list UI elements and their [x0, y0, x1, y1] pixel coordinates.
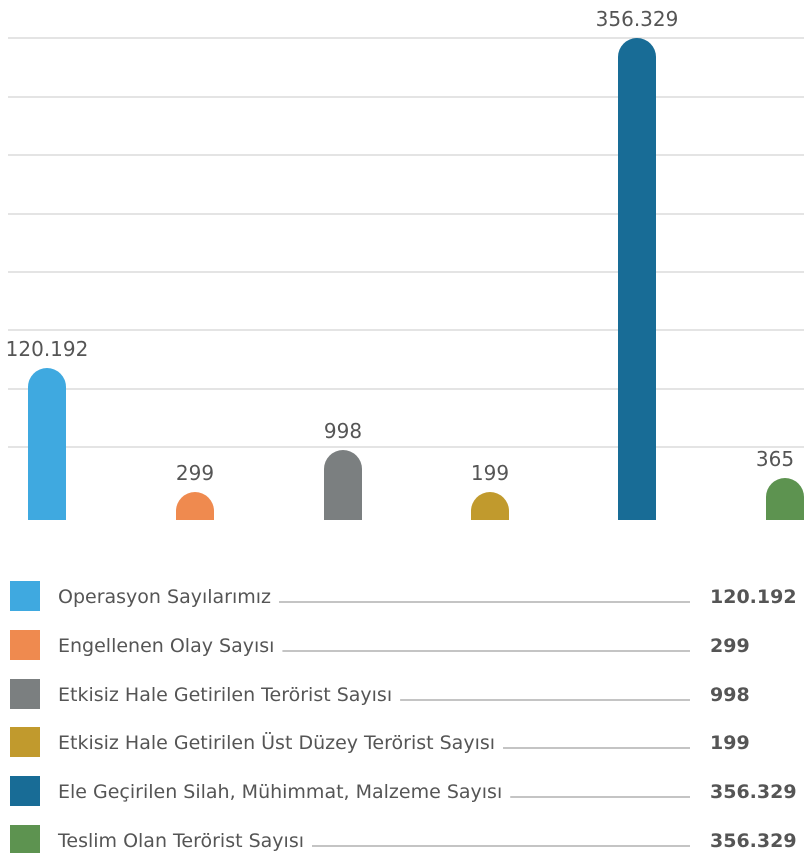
legend-swatch	[10, 630, 40, 660]
legend-swatch	[10, 727, 40, 757]
legend-label: Etkisiz Hale Getirilen Üst Düzey Teröris…	[58, 731, 495, 754]
legend-swatch	[10, 581, 40, 611]
bar-value-label: 120.192	[6, 337, 89, 361]
legend-swatch	[10, 679, 40, 709]
bar-value-label: 365	[756, 447, 794, 471]
bar-value-label: 299	[176, 461, 214, 485]
bar-value-label: 998	[324, 419, 362, 443]
bar	[766, 478, 804, 520]
legend-value: 998	[710, 684, 750, 706]
legend-label: Teslim Olan Terörist Sayısı	[57, 830, 304, 852]
legend-swatch	[10, 776, 40, 806]
legend-label: Ele Geçirilen Silah, Mühimmat, Malzeme S…	[58, 781, 502, 803]
legend-value: 299	[710, 635, 750, 657]
bar-value-label: 356.329	[596, 7, 679, 31]
bar	[618, 38, 656, 520]
bar	[324, 450, 362, 520]
bar	[28, 368, 66, 520]
bar	[176, 492, 214, 520]
legend-label: Etkisiz Hale Getirilen Terörist Sayısı	[58, 684, 392, 706]
legend-value: 356.329	[710, 781, 797, 803]
bar	[471, 492, 509, 520]
bar-value-label: 199	[471, 461, 509, 485]
legend-label: Engellenen Olay Sayısı	[58, 635, 274, 657]
legend-value: 120.192	[710, 586, 797, 608]
legend-value: 356.329	[710, 830, 797, 852]
legend-swatch	[10, 825, 40, 853]
legend-label: Operasyon Sayılarımız	[58, 586, 271, 608]
legend-value: 199	[710, 732, 750, 754]
